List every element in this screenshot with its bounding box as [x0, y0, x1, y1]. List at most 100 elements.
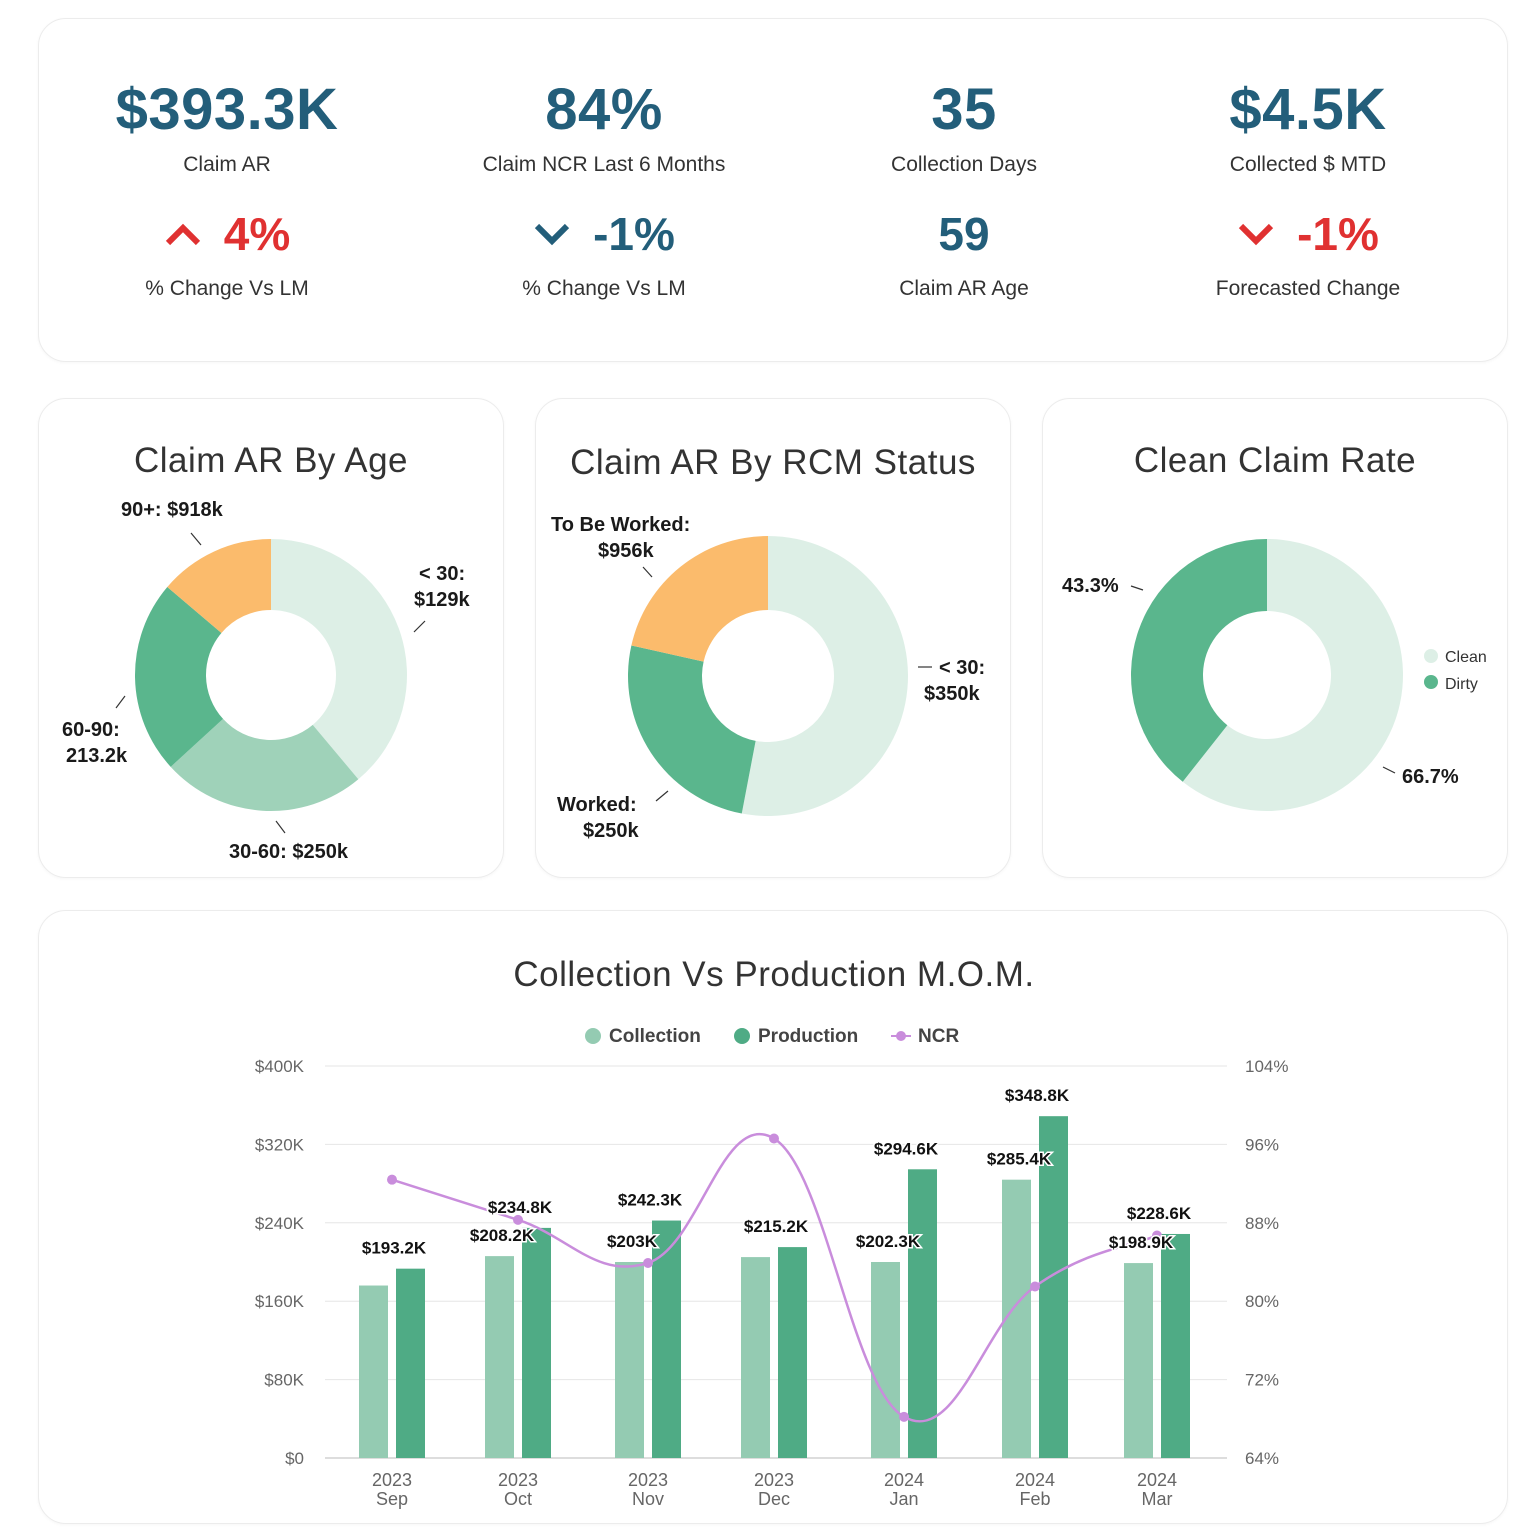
kpi-value: 35 [931, 77, 997, 142]
x-tick-label-year: 2023 [372, 1470, 412, 1490]
ncr-point[interactable] [1030, 1281, 1040, 1292]
claim-ar-by-age-card: Claim AR By Age 90+: $918k < 30: $129k 6… [38, 398, 504, 878]
clean-claim-rate-card: Clean Claim Rate 43.3% 66.7% Clean Dirty [1042, 398, 1508, 878]
slice-label-clean: 66.7% [1402, 766, 1459, 788]
ccr-slice-0[interactable] [1182, 539, 1403, 811]
clean-claim-rate-donut: 43.3% 66.7% Clean Dirty [1062, 539, 1487, 811]
slice-label-to-be-worked-line1: To Be Worked: [551, 514, 690, 536]
production-bar[interactable] [396, 1268, 425, 1458]
kpi-card: $393.3K Claim AR 4% % Change Vs LM 84% C… [38, 18, 1508, 362]
kpi-change-label: % Change Vs LM [145, 277, 309, 300]
collection-bar[interactable] [359, 1285, 388, 1458]
collection-data-label: $285.4K [987, 1150, 1052, 1169]
legend-marker-collection [585, 1028, 601, 1044]
y2-tick-label: 104% [1245, 1057, 1288, 1076]
legend-label-ncr: NCR [918, 1026, 959, 1047]
chevron-down-icon [1238, 223, 1274, 246]
production-bar[interactable] [522, 1227, 551, 1458]
collection-bar[interactable] [871, 1262, 900, 1458]
collection-data-label: $208.2K [470, 1226, 535, 1245]
leader-line [275, 820, 286, 834]
ncr-point[interactable] [643, 1257, 653, 1268]
x-tick-label-year: 2023 [628, 1470, 668, 1490]
kpi-change: -1% [424, 204, 784, 264]
kpi-change-value: 4% [223, 208, 291, 260]
collection-vs-production-chart: Collection Vs Production M.O.M. Collecti… [255, 955, 1289, 1509]
legend-label-dirty: Dirty [1445, 676, 1478, 693]
claim-ar-by-rcm-donut: To Be Worked: $956k < 30: $350k Worked: … [551, 514, 985, 842]
x-tick-label-year: 2023 [754, 1470, 794, 1490]
y-tick-label: $320K [255, 1135, 305, 1154]
x-tick-label-month: Dec [758, 1489, 790, 1509]
kpi-label: Claim AR [183, 153, 271, 176]
legend-marker-dirty [1424, 675, 1438, 689]
x-tick-label-year: 2024 [1137, 1470, 1177, 1490]
slice-label-dirty: 43.3% [1062, 575, 1119, 597]
kpi-label: Collection Days [891, 153, 1037, 176]
ccr-slice-1[interactable] [1131, 539, 1267, 782]
x-tick-label-year: 2024 [1015, 1470, 1055, 1490]
ncr-point[interactable] [899, 1411, 909, 1422]
legend-label-production: Production [758, 1026, 858, 1047]
x-tick-label-month: Sep [376, 1489, 408, 1509]
production-bar[interactable] [778, 1247, 807, 1458]
kpi-change: 59 [784, 204, 1144, 264]
chart-title: Clean Claim Rate [1133, 441, 1417, 480]
rcm-slice-1[interactable] [628, 645, 756, 814]
kpi-label: Collected $ MTD [1229, 153, 1387, 176]
kpi-change-value: -1% [1297, 208, 1379, 260]
y2-tick-label: 96% [1245, 1135, 1279, 1154]
production-data-label: $228.6K [1127, 1204, 1192, 1223]
production-bar[interactable] [908, 1169, 937, 1458]
leader-line [190, 532, 202, 546]
legend-label-clean: Clean [1445, 649, 1487, 666]
x-tick-label-month: Mar [1142, 1489, 1173, 1509]
rcm-slice-2[interactable] [631, 536, 768, 662]
age-slice-1[interactable] [170, 718, 359, 811]
collection-bar[interactable] [1124, 1263, 1153, 1458]
kpi-change: 4% [47, 204, 407, 264]
slice-label-lt30-line2: $129k [414, 589, 470, 611]
kpi-value: 84% [545, 77, 663, 142]
collection-bar[interactable] [741, 1257, 770, 1458]
production-data-label: $234.8K [488, 1198, 553, 1217]
y-tick-label: $0 [285, 1449, 304, 1468]
collection-vs-production-card: Collection Vs Production M.O.M. Collecti… [38, 910, 1508, 1524]
age-slice-3[interactable] [167, 539, 271, 633]
ncr-point[interactable] [513, 1214, 523, 1225]
kpi-change: -1% [1128, 204, 1488, 264]
collection-data-label: $198.9K [1109, 1233, 1174, 1252]
production-bar[interactable] [1161, 1233, 1190, 1458]
ncr-point[interactable] [387, 1174, 397, 1185]
ncr-line [391, 1133, 1158, 1423]
kpi-value: $393.3K [115, 77, 339, 142]
slice-label-lt30-line1: < 30: [939, 657, 985, 679]
kpi-label: Claim NCR Last 6 Months [482, 153, 726, 176]
chart-title: Claim AR By RCM Status [570, 443, 976, 482]
age-slice-2[interactable] [135, 587, 224, 767]
y-tick-label: $400K [255, 1057, 305, 1076]
x-tick-label-year: 2024 [884, 1470, 924, 1490]
chevron-down-icon [534, 223, 570, 246]
production-bar[interactable] [1039, 1116, 1068, 1458]
slice-label-90plus: 90+: $918k [121, 499, 224, 521]
age-slice-0[interactable] [271, 539, 407, 780]
slice-label-30-60: 30-60: $250k [229, 841, 349, 863]
ncr-point[interactable] [1152, 1230, 1162, 1241]
collection-bar[interactable] [615, 1262, 644, 1458]
rcm-slice-0[interactable] [741, 536, 909, 816]
collection-bar[interactable] [485, 1256, 514, 1458]
claim-ar-by-rcm-status-card: Claim AR By RCM Status To Be Worked: $95… [535, 398, 1011, 878]
ncr-point[interactable] [769, 1133, 779, 1144]
leader-line [1382, 766, 1396, 774]
collection-data-label: $202.3K [856, 1232, 921, 1251]
slice-label-lt30-line1: < 30: [419, 563, 465, 585]
claim-ar-by-age-donut: 90+: $918k < 30: $129k 60-90: 213.2k 30-… [62, 499, 470, 863]
x-tick-label-month: Nov [632, 1489, 664, 1509]
x-tick-label-month: Oct [504, 1489, 532, 1509]
production-bar[interactable] [652, 1220, 681, 1458]
kpi-change-label: Claim AR Age [899, 277, 1029, 300]
kpi-change-label: Forecasted Change [1215, 277, 1401, 300]
production-data-label: $294.6K [874, 1139, 939, 1158]
kpi-value: $4.5K [1229, 77, 1387, 142]
